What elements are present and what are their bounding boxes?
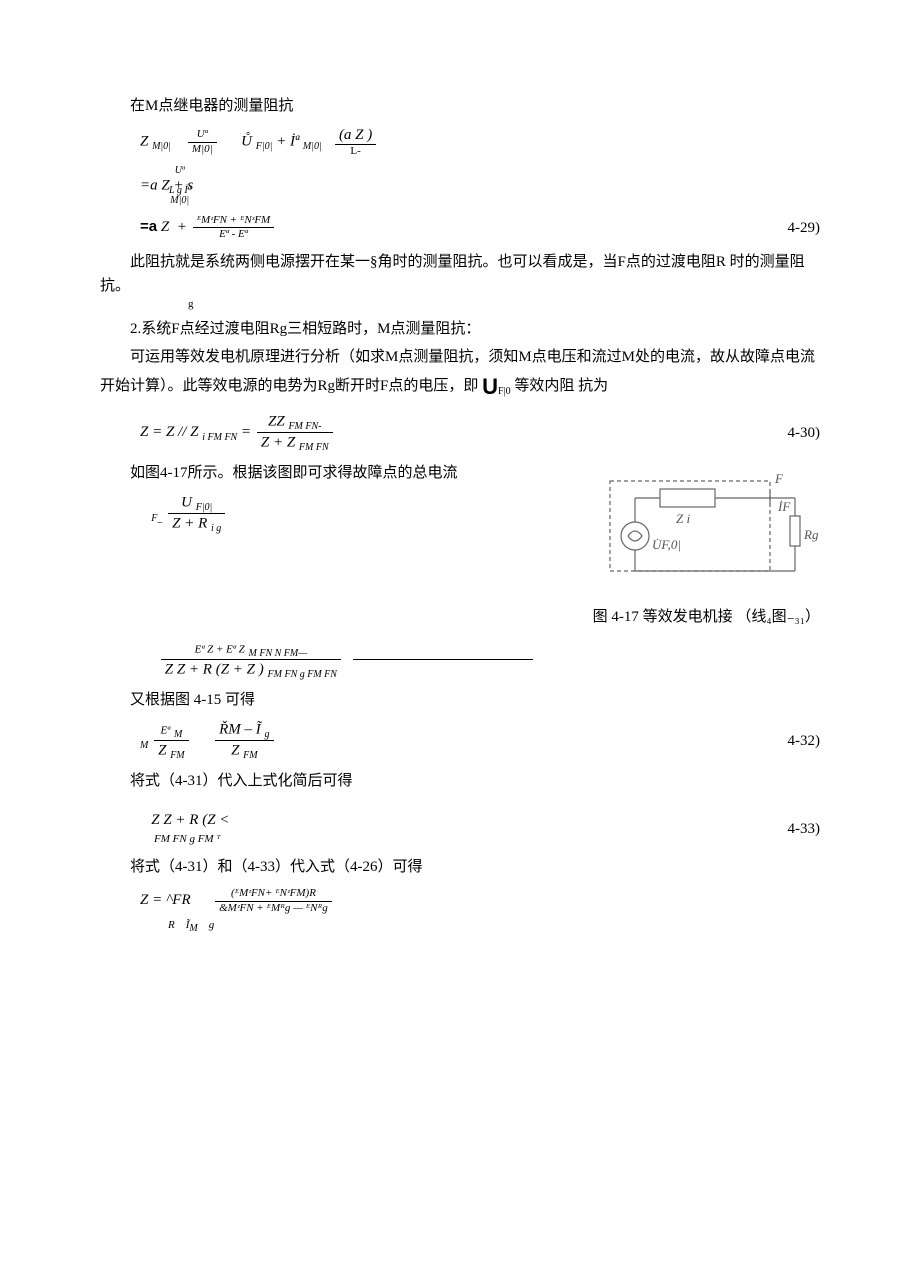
eq30-top-sub: FM FN- xyxy=(288,422,321,432)
eq29-lhs: Z xyxy=(140,134,148,150)
eq29-mid1: Ů xyxy=(241,134,252,150)
equation-4-31-a: F_ U F|0| Z + R i g xyxy=(100,493,578,534)
eq31-f1-top-sub: F|0| xyxy=(196,503,213,513)
eq29-l3-bot: Eª - Eª xyxy=(193,228,275,241)
eq29-l2-bot2: M|0| xyxy=(169,196,190,206)
paragraph-8: 将式（4-31）和（4-33）代入式（4-26）可得 xyxy=(100,855,820,879)
eq33-line: Z Z + R (Z < xyxy=(151,812,229,828)
eq34-mid-bot: &MᶻFN + ᴱMᴿg — ᴱNᴿg xyxy=(215,902,332,915)
eq29-f1-bot: M|0| xyxy=(188,143,217,156)
equation-4-29-line2: =a Z + s Uª L g İª M|0| xyxy=(100,166,820,206)
eq34-under2: g xyxy=(209,919,215,931)
eq29-number: 4-29) xyxy=(750,216,820,240)
eq30-lhs: Z = Z // Z xyxy=(140,424,198,440)
eq29-mid2-sub: M|0| xyxy=(303,142,322,152)
equation-4-34: Z = ^FR (ᴱMᶻFN+ ᴱNᶻFM)R &MᶻFN + ᴱMᴿg — ᴱ… xyxy=(100,887,820,935)
eq32-br-sub: FM xyxy=(243,751,257,761)
equation-4-29-line1: Z M|0| Uª M|0| Ů F|0| + İª M|0| (a Z ) L… xyxy=(100,126,820,158)
eq31-f1-bot: Z + R xyxy=(172,516,207,532)
eq31-f2-top: Eª Z + Eª Z xyxy=(195,644,245,656)
figure-caption: 图 4-17 等效发电机接 （线₄图₋₃₁） xyxy=(100,605,820,629)
eq31-lhs-sub: F_ xyxy=(151,514,162,524)
eq34-under-sub: M xyxy=(189,923,197,934)
eq34-lhs: Z = ^FR xyxy=(140,892,191,908)
paragraph-intro: 在M点继电器的测量阻抗 xyxy=(100,94,820,118)
eq30-bot-sub: FM FN xyxy=(299,443,329,453)
paragraph-4: 可运用等效发电机原理进行分析（如求M点测量阻抗，须知M点电压和流过M处的电流，故… xyxy=(100,345,820,404)
diag-label-IF: İF xyxy=(777,499,791,514)
eq32-tl: Eª xyxy=(160,725,170,737)
p4-bigU-sub: F|0 xyxy=(498,386,511,397)
fig-caption-text2: （线₄图₋₃₁） xyxy=(736,609,820,625)
eq34-mid-top: (ᴱMᶻFN+ ᴱNᶻFM)R xyxy=(215,887,332,901)
p2-sub: g xyxy=(100,296,820,314)
paragraph-7: 将式（4-31）代入上式化简后可得 xyxy=(100,769,820,793)
eq31-f1-bot-sub: i g xyxy=(211,524,221,534)
eq32-br: Z xyxy=(231,743,239,759)
eq29-lhs-sub: M|0| xyxy=(152,142,171,152)
equation-4-32: M Eª M Z FM ŘM – Ĩ g Z FM 4-32) xyxy=(100,720,820,761)
eq32-bl-sub: M xyxy=(140,741,148,751)
p4b-text: 等效内阻 抗为 xyxy=(514,378,608,394)
eq29-mid1-sub: F|0| xyxy=(256,142,273,152)
diag-label-Zi: Z i xyxy=(676,511,690,526)
paragraph-2: 此阻抗就是系统两侧电源摆开在某一§角时的测量阻抗。也可以看成是，当F点的过渡电阻… xyxy=(100,250,820,298)
p4-bigU: U xyxy=(482,374,498,399)
equation-4-30: Z = Z // Z i FM FN = ZZ FM FN- Z + Z FM … xyxy=(100,412,820,453)
eq32-tr: ŘM – Ĩ xyxy=(219,722,261,738)
eq32-bl: Z xyxy=(158,743,166,759)
eq30-lhs-sub: i FM FN xyxy=(202,433,237,443)
eq32-tr-sub: g xyxy=(265,730,270,740)
eq30-mid: = xyxy=(241,424,251,440)
eq33-number: 4-33) xyxy=(750,817,820,841)
diag-label-UF: U̇F,0| xyxy=(652,537,681,552)
eq29-f1-top: Uª xyxy=(188,128,217,142)
eq31-f2-top-sub: M FN N FM— xyxy=(249,649,308,659)
eq32-number: 4-32) xyxy=(750,729,820,753)
equation-4-31-b: Eª Z + Eª Z M FN N FM— Z Z + R (Z + Z ) … xyxy=(100,639,820,680)
eq30-top: ZZ xyxy=(268,414,285,430)
eq29-right-sub: L- xyxy=(335,145,376,158)
p4a-text: 可运用等效发电机原理进行分析（如求M点测量阻抗，须知M点电压和流过M处的电流，故… xyxy=(100,349,815,394)
eq33-line-sub: FM FN g FM ᵀ xyxy=(154,833,221,845)
equation-4-33: Z Z + R (Z < FM FN g FM ᵀ 4-33) xyxy=(100,811,820,847)
diag-label-Rg: Rg xyxy=(803,527,819,542)
fig-caption-text: 图 4-17 等效发电机接 xyxy=(593,609,733,625)
paragraph-6: 又根据图 4-15 可得 xyxy=(100,688,820,712)
eq34-lhs-sub: R xyxy=(168,919,175,931)
eq31-f1-top: U xyxy=(181,495,192,511)
equation-4-29-line3: =a Z + ᴱMᶻFN + ᴱNᶻFM Eª - Eª 4-29) xyxy=(100,214,820,241)
eq31-f2-bot-sub: FM FN g FM FN xyxy=(268,670,337,680)
figure-4-17: F Z i U̇F,0| İF Rg xyxy=(590,461,820,599)
p2-text: 此阻抗就是系统两侧电源摆开在某一§角时的测量阻抗。也可以看成是，当F点的过渡电阻… xyxy=(100,254,805,294)
diag-label-F: F xyxy=(774,471,784,486)
eq29-right: (a Z ) xyxy=(335,126,376,145)
eq31-f2-bot: Z Z + R (Z + Z ) xyxy=(165,662,264,678)
eq32-tl2: M xyxy=(174,730,182,740)
eq30-bot: Z + Z xyxy=(261,435,295,451)
eq32-bl2: FM xyxy=(170,751,184,761)
paragraph-3: 2.系统F点经过渡电阻Rg三相短路时，M点测量阻抗： xyxy=(100,317,820,341)
eq29-l3-top: ᴱMᶻFN + ᴱNᶻFM xyxy=(193,214,275,228)
circuit-diagram: F Z i U̇F,0| İF Rg xyxy=(590,461,820,591)
eq29-mid2: + İª xyxy=(276,134,299,150)
eq30-number: 4-30) xyxy=(750,421,820,445)
